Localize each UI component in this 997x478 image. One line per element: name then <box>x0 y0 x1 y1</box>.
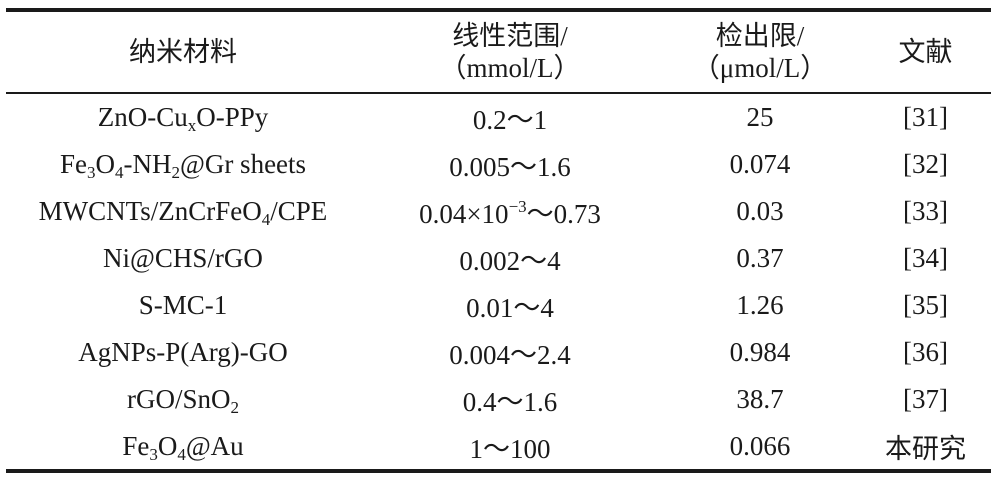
range-cell: 0.002～4 <box>459 246 561 276</box>
material-cell: Fe3O4@Au <box>122 431 244 464</box>
table-row: AgNPs-P(Arg)-GO 0.004～2.4 0.984 [36] <box>6 329 991 376</box>
material-cell: AgNPs-P(Arg)-GO <box>78 337 288 367</box>
range-cell: 0.01～4 <box>466 293 554 323</box>
table-row: S-MC-1 0.01～4 1.26 [35] <box>6 282 991 329</box>
lod-cell: 38.7 <box>736 384 784 414</box>
material-cell: Fe3O4-NH2@Gr sheets <box>59 149 307 182</box>
header-material: 纳米材料 <box>6 12 360 92</box>
range-cell: 0.04×10−3～0.73 <box>419 197 601 229</box>
header-range-line2: （mmol/L） <box>439 53 581 83</box>
reference-cell: [34] <box>903 243 948 273</box>
reference-cell: [32] <box>903 149 948 179</box>
lod-cell: 0.37 <box>736 243 784 273</box>
lod-cell: 1.26 <box>736 290 784 320</box>
table-row: ZnO-CuxO-PPy 0.2～1 25 [31] <box>6 92 991 141</box>
reference-cell: [37] <box>903 384 948 414</box>
reference-cell: 本研究 <box>885 434 966 464</box>
table-header-row: 纳米材料 线性范围/ （mmol/L） 检出限/ （μmol/L） 文献 <box>6 12 991 92</box>
reference-cell: [31] <box>903 102 948 132</box>
header-reference: 文献 <box>860 12 991 92</box>
table-row: Fe3O4-NH2@Gr sheets 0.005～1.6 0.074 [32] <box>6 141 991 188</box>
lod-cell: 0.03 <box>736 196 784 226</box>
reference-cell: [36] <box>903 337 948 367</box>
table-row: Ni@CHS/rGO 0.002～4 0.37 [34] <box>6 235 991 282</box>
material-cell: Ni@CHS/rGO <box>103 243 263 273</box>
range-cell: 0.2～1 <box>472 105 548 135</box>
header-linear-range: 线性范围/ （mmol/L） <box>360 12 660 92</box>
reference-cell: [33] <box>903 196 948 226</box>
table-row: Fe3O4@Au 1～100 0.066 本研究 <box>6 423 991 470</box>
header-reference-label: 文献 <box>898 37 953 67</box>
range-cell: 0.004～2.4 <box>449 340 571 370</box>
header-range-line1: 线性范围/ <box>452 21 568 51</box>
table-row: rGO/SnO2 0.4～1.6 38.7 [37] <box>6 376 991 423</box>
table-top-rule <box>6 8 991 12</box>
material-cell: S-MC-1 <box>138 290 228 320</box>
range-cell: 0.4～1.6 <box>462 387 558 417</box>
header-lod-line2: （μmol/L） <box>692 53 828 83</box>
lod-cell: 0.074 <box>729 149 791 179</box>
lod-cell: 0.066 <box>729 431 791 461</box>
comparison-table: 纳米材料 线性范围/ （mmol/L） 检出限/ （μmol/L） 文献 ZnO… <box>6 12 991 470</box>
material-cell: rGO/SnO2 <box>126 384 239 417</box>
header-detection-limit: 检出限/ （μmol/L） <box>660 12 860 92</box>
material-cell: ZnO-CuxO-PPy <box>97 102 269 135</box>
material-cell: MWCNTs/ZnCrFeO4/CPE <box>38 196 328 229</box>
lod-cell: 25 <box>746 102 774 132</box>
table-header-rule <box>6 92 991 94</box>
reference-cell: [35] <box>903 290 948 320</box>
table-bottom-rule <box>6 469 991 473</box>
range-cell: 1～100 <box>469 434 551 464</box>
table-row: MWCNTs/ZnCrFeO4/CPE 0.04×10−3～0.73 0.03 … <box>6 188 991 235</box>
header-material-label: 纳米材料 <box>129 37 237 67</box>
lod-cell: 0.984 <box>729 337 791 367</box>
range-cell: 0.005～1.6 <box>449 152 571 182</box>
header-lod-line1: 检出限/ <box>715 21 805 51</box>
